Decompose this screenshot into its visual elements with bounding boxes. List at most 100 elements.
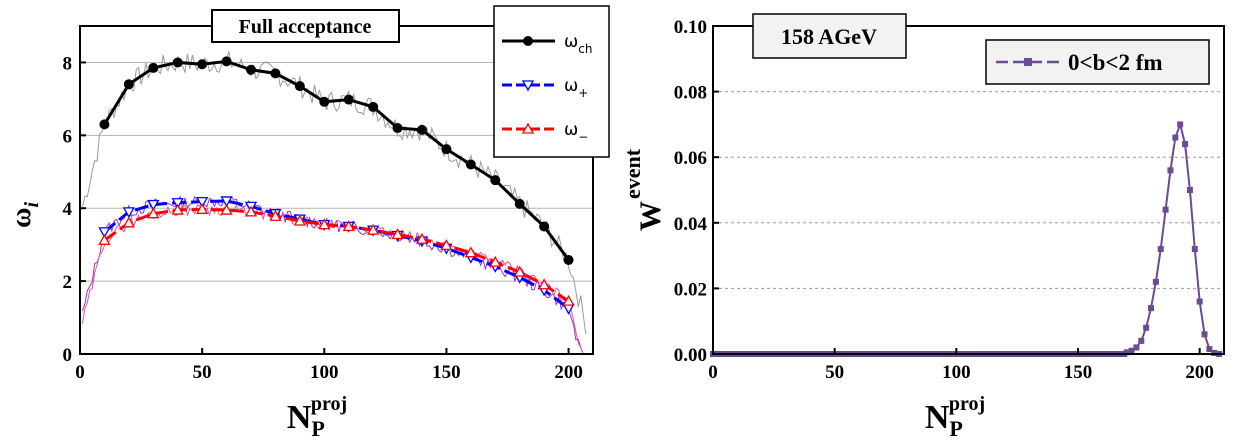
legend-marker [521, 122, 535, 134]
data-point [343, 94, 354, 105]
data-point [270, 68, 281, 79]
data-point [1143, 324, 1150, 331]
data-point [196, 202, 209, 214]
legend-marker [1024, 58, 1032, 66]
data-point [123, 79, 134, 90]
series-line-2 [103, 207, 570, 303]
data-point [1162, 206, 1169, 213]
data-point [98, 227, 111, 239]
x-tick-label: 150 [1064, 362, 1093, 383]
data-point [415, 232, 429, 244]
data-point [171, 198, 184, 210]
data-point [342, 220, 355, 232]
data-point [1172, 134, 1179, 141]
data-point [367, 223, 380, 235]
data-point [148, 62, 159, 73]
data-point [1206, 346, 1213, 353]
y-tick-label: 0.08 [674, 83, 707, 104]
right-title-box [752, 13, 907, 59]
y-tick-label: 0 [63, 345, 73, 366]
y-tick-label: 2 [63, 272, 73, 293]
data-point [539, 221, 550, 232]
data-point [147, 199, 160, 211]
x-tick-label: 0 [75, 362, 85, 383]
x-tick-label: 100 [310, 362, 339, 383]
x-tick-label: 200 [554, 362, 583, 383]
legend-marker [523, 36, 533, 46]
data-point [562, 294, 575, 306]
y-tick-label: 6 [63, 126, 73, 147]
x-tick-label: 100 [942, 362, 971, 383]
data-point [171, 203, 184, 215]
left-legend-box [493, 5, 610, 158]
data-point [244, 205, 258, 217]
data-point [513, 265, 526, 277]
data-point [196, 197, 209, 209]
x-tick-label: 150 [432, 362, 461, 383]
data-point [246, 64, 256, 75]
minus-fluctuation-trace [81, 203, 586, 355]
data-point [1191, 246, 1198, 253]
data-point [319, 96, 330, 107]
data-point [197, 59, 208, 70]
left-title-box [211, 9, 400, 43]
right-y-axis-label: Wevent [620, 148, 667, 231]
data-point [489, 255, 502, 267]
data-point [221, 56, 232, 67]
series-line [713, 121, 1220, 355]
data-point [220, 203, 233, 215]
series-line-1 [103, 199, 570, 310]
data-point [1157, 246, 1164, 253]
x-tick-label: 50 [825, 362, 844, 383]
legend-marker [521, 80, 535, 92]
y-tick-label: 8 [63, 53, 73, 74]
data-point [1167, 167, 1174, 174]
data-point [220, 196, 233, 208]
legend-label: 0<b<2 fm [1068, 50, 1163, 75]
right-x-axis-label: NPproj [925, 393, 985, 441]
y-tick-label: 0.02 [674, 279, 707, 300]
data-point [563, 254, 574, 265]
data-point [417, 124, 427, 135]
right-chart: 0 50 100 150 200 0.00 0.02 0.04 0.06 0.08 0.10 158… [620, 13, 1225, 441]
data-point [172, 57, 183, 68]
data-point [440, 239, 453, 251]
right-plot-frame [712, 25, 1225, 355]
data-point [514, 198, 525, 209]
data-point [391, 228, 404, 240]
data-point [1186, 187, 1193, 193]
right-chart-title: 158 AGeV [781, 24, 877, 49]
data-point [1182, 141, 1189, 148]
data-point [392, 123, 403, 134]
data-point [1138, 337, 1145, 344]
data-point [318, 218, 331, 230]
y-tick-label: 4 [63, 199, 73, 220]
data-point [1133, 344, 1140, 351]
data-point [122, 207, 135, 219]
x-tick-label: 0 [708, 362, 718, 383]
left-chart-title: Full acceptance [239, 16, 372, 38]
data-point [122, 216, 135, 228]
x-tick-label: 200 [1185, 362, 1214, 383]
y-tick-label: 0.06 [674, 148, 707, 169]
y-tick-label: 0.00 [674, 345, 707, 366]
data-point [294, 81, 305, 92]
left-x-axis-label: NPproj [287, 393, 347, 441]
data-point [293, 214, 306, 226]
data-point [368, 101, 379, 112]
data-point [538, 278, 551, 290]
data-point [441, 144, 452, 155]
data-point [1177, 121, 1184, 128]
y-tick-label: 0.10 [674, 17, 707, 38]
left-y-axis-label: ωi [6, 202, 43, 228]
data-point [1152, 278, 1159, 285]
data-point [465, 159, 476, 170]
data-point [490, 175, 501, 186]
y-tick-label: 0.04 [674, 214, 708, 235]
data-point [147, 207, 160, 219]
data-point [99, 119, 110, 130]
data-point [1128, 347, 1135, 354]
left-chart: 0 50 100 150 200 0 2 4 6 8 Full acceptance ωchω+ω… [6, 5, 610, 441]
